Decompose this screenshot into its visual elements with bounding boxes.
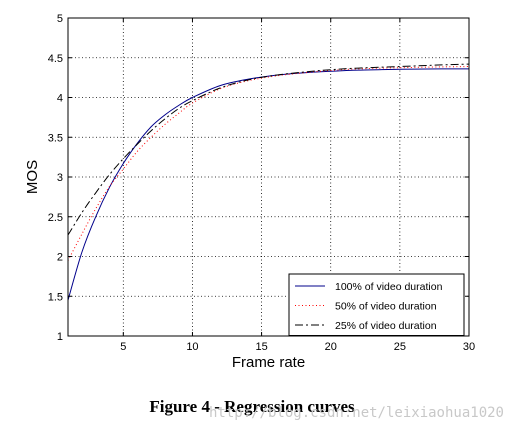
x-tick-label: 10 — [186, 341, 198, 353]
y-tick-label: 4 — [57, 93, 63, 105]
x-tick-label: 15 — [255, 341, 267, 353]
x-axis-label: Frame rate — [232, 354, 305, 371]
x-tick-label: 25 — [394, 341, 406, 353]
y-tick-label: 3.5 — [48, 132, 63, 144]
y-tick-label: 4.5 — [48, 53, 63, 65]
legend-label-2: 50% of video duration — [335, 301, 437, 313]
legend-label-3: 25% of video duration — [335, 320, 437, 332]
x-tick-label: 20 — [325, 341, 337, 353]
watermark-url: http://blog.csdn.net/leixiaohua1020 — [209, 405, 504, 421]
ticks-layer: 5 10 15 20 25 30 1 1.5 2 2.5 3 3.5 4 4.5 5 — [48, 13, 475, 353]
y-tick-label: 5 — [57, 13, 63, 25]
series-layer — [67, 63, 470, 301]
figure-caption: Figure 4 - Regression curves — [149, 397, 355, 416]
legend-label-1: 100% of video duration — [335, 281, 443, 293]
y-tick-label: 2.5 — [48, 212, 63, 224]
y-tick-label: 2 — [57, 252, 63, 264]
x-tick-label: 30 — [463, 341, 475, 353]
series-line-3 — [67, 63, 470, 236]
y-tick-label: 1.5 — [48, 291, 63, 303]
y-tick-label: 3 — [57, 172, 63, 184]
y-axis-label: MOS — [24, 160, 41, 194]
y-tick-label: 1 — [57, 331, 63, 343]
series-line-2 — [67, 66, 470, 261]
legend: 100% of video duration 50% of video durat… — [288, 273, 465, 336]
grid-layer — [68, 18, 469, 336]
x-tick-label: 5 — [120, 341, 126, 353]
